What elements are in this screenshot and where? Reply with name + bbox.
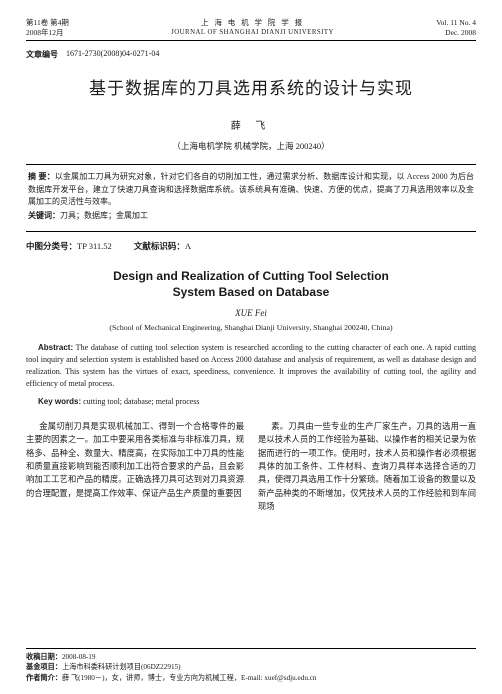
doc-code-value: A xyxy=(185,241,191,251)
journal-cn: 上 海 电 机 学 院 学 报 xyxy=(171,18,334,28)
article-id-label: 文章编号 xyxy=(26,49,58,60)
clc-value: TP 311.52 xyxy=(77,241,112,251)
keywords-cn-text: 刀具；数据库；金属加工 xyxy=(60,211,148,220)
classification-row: 中图分类号：TP 311.52 文献标识码：A xyxy=(26,240,476,252)
author-bio-value: 薛 飞(1980－)，女，讲师，博士，专业方向为机械工程，E-mail: xue… xyxy=(62,674,317,682)
clc: 中图分类号：TP 311.52 xyxy=(26,240,112,252)
affiliation-en: (School of Mechanical Engineering, Shang… xyxy=(26,323,476,332)
body-col-1: 金属切削刀具是实现机械加工、得到一个合格零件的最主要的因素之一。加工中要采用各类… xyxy=(26,420,244,513)
abstract-en-text: The database of cutting tool selection s… xyxy=(26,343,476,388)
fund-label: 基金项目： xyxy=(26,663,62,671)
author-bio: 作者简介：薛 飞(1980－)，女，讲师，博士，专业方向为机械工程，E-mail… xyxy=(26,673,476,684)
footer-info: 收稿日期：2008-08-19 基金项目：上海市科委科研计划项目(06DZ229… xyxy=(26,648,476,684)
fund-info: 基金项目：上海市科委科研计划项目(06DZ22915) xyxy=(26,662,476,673)
journal-en: JOURNAL OF SHANGHAI DIANJI UNIVERSITY xyxy=(171,28,334,37)
header-center: 上 海 电 机 学 院 学 报 JOURNAL OF SHANGHAI DIAN… xyxy=(171,18,334,37)
title-cn: 基于数据库的刀具选用系统的设计与实现 xyxy=(26,74,476,99)
received-value: 2008-08-19 xyxy=(62,653,96,661)
abstract-cn-text: 以金属加工刀具为研究对象，针对它们各自的切削加工性，通过需求分析、数据库设计和实… xyxy=(28,172,474,206)
title-en-line2: System Based on Database xyxy=(26,284,476,300)
fund-value: 上海市科委科研计划项目(06DZ22915) xyxy=(62,663,181,671)
header-right: Vol. 11 No. 4 Dec. 2008 xyxy=(436,18,476,38)
journal-header: 第11卷 第4期 2008年12月 上 海 电 机 学 院 学 报 JOURNA… xyxy=(26,18,476,41)
keywords-en: Key words: cutting tool; database; metal… xyxy=(26,396,476,408)
body-text-2: 素。刀具由一些专业的生产厂家生产，刀具的选用一直是以技术人员的工作经验为基础、以… xyxy=(258,420,476,513)
keywords-cn-label: 关键词： xyxy=(28,211,60,220)
clc-label: 中图分类号： xyxy=(26,241,77,251)
abstract-cn: 摘 要：以金属加工刀具为研究对象，针对它们各自的切削加工性，通过需求分析、数据库… xyxy=(28,171,474,208)
received-label: 收稿日期： xyxy=(26,653,62,661)
article-id-value: 1671-2730(2008)04-0271-04 xyxy=(66,49,159,60)
keywords-en-label: Key words: xyxy=(38,397,81,406)
keywords-en-text: cutting tool; database; metal process xyxy=(81,397,199,406)
abstract-cn-box: 摘 要：以金属加工刀具为研究对象，针对它们各自的切削加工性，通过需求分析、数据库… xyxy=(26,164,476,232)
vol-en: Vol. 11 No. 4 xyxy=(436,18,476,28)
article-id-row: 文章编号 1671-2730(2008)04-0271-04 xyxy=(26,49,476,60)
author-bio-label: 作者简介： xyxy=(26,674,62,682)
abstract-en: Abstract: The database of cutting tool s… xyxy=(26,342,476,390)
doc-code-label: 文献标识码： xyxy=(134,241,185,251)
title-en-line1: Design and Realization of Cutting Tool S… xyxy=(26,268,476,284)
body-text-1: 金属切削刀具是实现机械加工、得到一个合格零件的最主要的因素之一。加工中要采用各类… xyxy=(26,420,244,500)
title-en: Design and Realization of Cutting Tool S… xyxy=(26,268,476,300)
author-cn: 薛 飞 xyxy=(26,117,476,132)
affiliation-cn: （上海电机学院 机械学院，上海 200240） xyxy=(26,140,476,152)
body-columns: 金属切削刀具是实现机械加工、得到一个合格零件的最主要的因素之一。加工中要采用各类… xyxy=(26,420,476,513)
author-en: XUE Fei xyxy=(26,308,476,318)
date-cn: 2008年12月 xyxy=(26,28,69,38)
body-col-2: 素。刀具由一些专业的生产厂家生产，刀具的选用一直是以技术人员的工作经验为基础、以… xyxy=(258,420,476,513)
abstract-cn-label: 摘 要： xyxy=(28,172,55,181)
keywords-cn: 关键词：刀具；数据库；金属加工 xyxy=(28,210,474,222)
date-en: Dec. 2008 xyxy=(436,28,476,38)
header-left: 第11卷 第4期 2008年12月 xyxy=(26,18,69,38)
vol-cn: 第11卷 第4期 xyxy=(26,18,69,28)
abstract-en-label: Abstract: xyxy=(38,343,73,352)
doc-code: 文献标识码：A xyxy=(134,240,191,252)
received-date: 收稿日期：2008-08-19 xyxy=(26,652,476,663)
